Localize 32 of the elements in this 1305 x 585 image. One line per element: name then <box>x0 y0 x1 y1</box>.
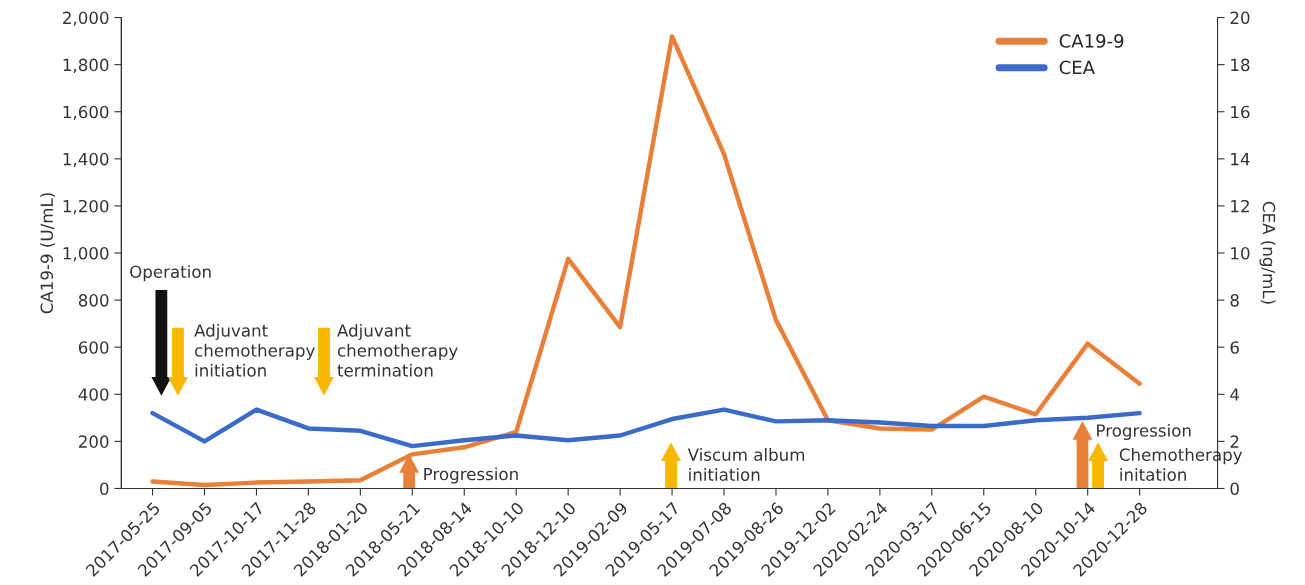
annotation: Adjuvant chemotherapy initiation <box>194 323 315 377</box>
y-tick-label: 2,000 <box>63 11 109 26</box>
legend-label: CA19-9 <box>1059 34 1124 48</box>
annotation: Viscum album initiation <box>687 448 805 481</box>
y2-tick-label: 12 <box>1231 199 1249 213</box>
y2-tick-label: 10 <box>1231 246 1250 260</box>
y-tick-label: 1,200 <box>63 199 109 215</box>
y-tick-label: 0 <box>100 482 109 496</box>
y-axis-title: CA19-9 (U/mL) <box>40 193 56 314</box>
y-tick-label: 800 <box>78 294 109 307</box>
annotation: Adjuvant chemotherapy termination <box>337 323 458 377</box>
y-tick-label: 400 <box>78 388 109 401</box>
y-tick-label: 1,600 <box>63 105 109 120</box>
y-tick-label: 1,400 <box>63 152 109 168</box>
y2-tick-label: 16 <box>1231 105 1250 119</box>
y-tick-label: 200 <box>78 435 109 448</box>
annotation: Progression <box>424 467 518 484</box>
y2-axis-title: CEA (ng/mL) <box>1259 201 1276 304</box>
y-tick-label: 1,800 <box>63 58 109 73</box>
y2-tick-label: 0 <box>1230 482 1239 496</box>
y2-tick-label: 8 <box>1230 294 1239 307</box>
y2-tick-label: 14 <box>1231 153 1250 166</box>
annotation: Progression <box>1097 423 1191 441</box>
y2-tick-label: 18 <box>1231 58 1250 72</box>
y2-tick-label: 2 <box>1230 435 1239 448</box>
annotation: Operation <box>130 265 211 282</box>
y-tick-label: 600 <box>78 341 109 354</box>
y2-tick-label: 6 <box>1230 341 1239 354</box>
y2-tick-label: 4 <box>1230 388 1240 401</box>
y-tick-label: 1,000 <box>63 246 109 262</box>
y2-tick-label: 20 <box>1230 11 1250 25</box>
legend-label: CEA <box>1059 60 1095 75</box>
